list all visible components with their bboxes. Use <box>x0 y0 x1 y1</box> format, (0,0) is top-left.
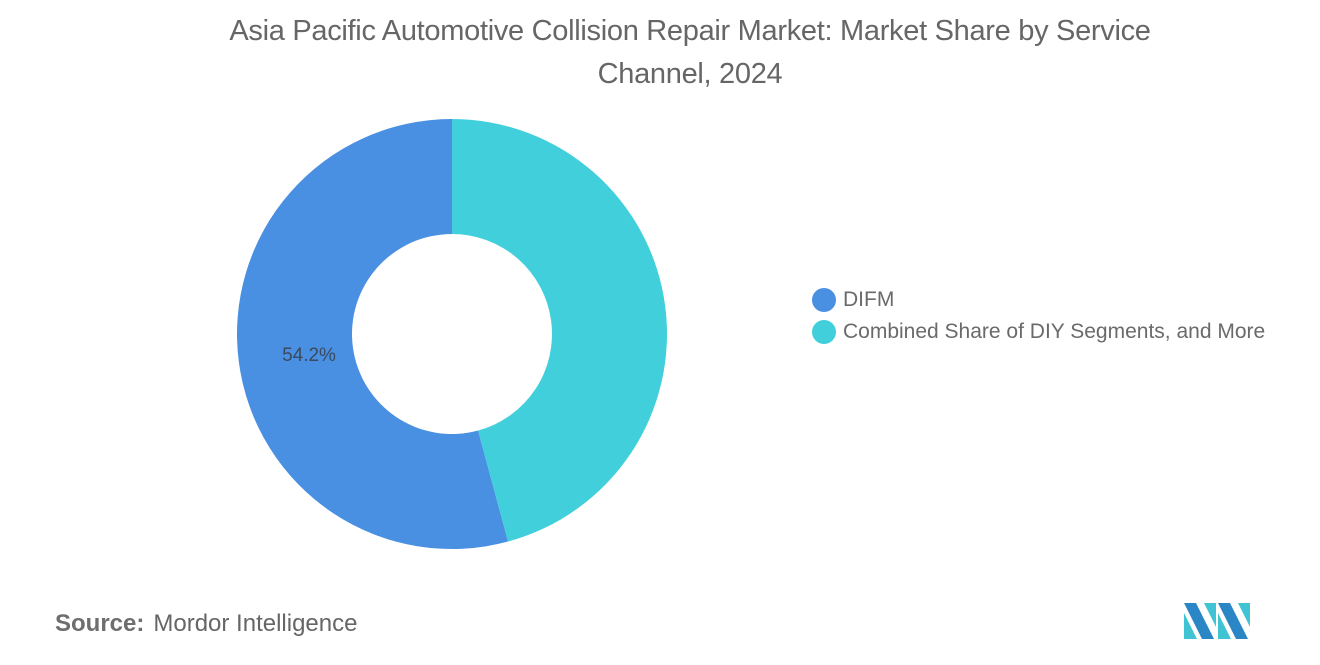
source-value: Mordor Intelligence <box>153 610 358 637</box>
chart-title: Asia Pacific Automotive Collision Repair… <box>140 10 1240 96</box>
slice-diy-combined[interactable] <box>452 119 668 542</box>
mordor-intelligence-logo-icon <box>1184 603 1250 639</box>
difm-data-label: 54.2% <box>282 345 336 366</box>
legend-label-diy-combined: Combined Share of DIY Segments, and More <box>843 320 1266 343</box>
legend-item-diy-combined[interactable]: Combined Share of DIY Segments, and More <box>812 316 1265 348</box>
chart-legend: DIFM Combined Share of DIY Segments, and… <box>812 284 1265 348</box>
legend-label-difm: DIFM <box>843 288 895 311</box>
chart-title-line-2: Channel, 2024 <box>597 58 783 90</box>
legend-swatch-difm-icon <box>812 288 836 312</box>
legend-item-difm[interactable]: DIFM <box>812 284 1265 316</box>
chart-title-line-1: Asia Pacific Automotive Collision Repair… <box>229 15 1151 47</box>
source-note: Source: Mordor Intelligence <box>55 610 357 638</box>
legend-swatch-diy-combined-icon <box>812 320 836 344</box>
slice-difm[interactable] <box>237 119 509 549</box>
source-label: Source: <box>55 610 145 637</box>
donut-slices <box>237 119 668 549</box>
